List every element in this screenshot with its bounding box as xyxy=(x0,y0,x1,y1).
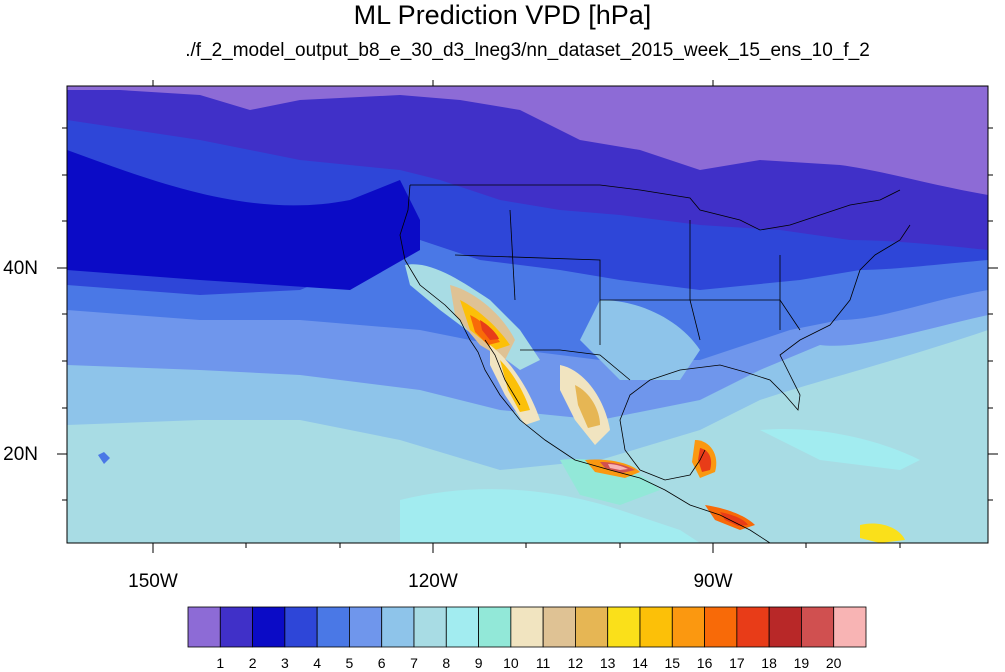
colorbar-box xyxy=(736,606,770,648)
colorbar-tick-label: 7 xyxy=(410,655,418,671)
colorbar-box xyxy=(607,606,641,648)
colorbar-tick-label: 15 xyxy=(664,655,681,671)
lat-label-20n: 20N xyxy=(3,444,38,465)
colorbar-box xyxy=(542,606,576,648)
colorbar-box xyxy=(316,606,350,648)
colorbar-tick-label: 18 xyxy=(761,655,777,671)
colorbar-box xyxy=(413,606,447,648)
colorbar-box xyxy=(219,606,253,648)
colorbar-box xyxy=(671,606,705,648)
axis-ticks xyxy=(57,80,998,553)
colorbar-box xyxy=(187,606,221,648)
colorbar-tick-label: 16 xyxy=(696,655,713,671)
colorbar-tick-label: 17 xyxy=(729,655,745,671)
colorbar xyxy=(187,606,867,648)
map-title: ML Prediction VPD [hPa] xyxy=(353,0,652,30)
coastlines xyxy=(399,184,911,543)
colorbar-box xyxy=(252,606,286,648)
colorbar-box xyxy=(768,606,802,648)
colorbar-tick-label: 10 xyxy=(503,655,519,671)
colorbar-box xyxy=(349,606,383,648)
minor-ticks xyxy=(62,127,993,548)
colorbar-tick-label: 8 xyxy=(442,655,451,671)
colorbar-tick-label: 11 xyxy=(535,655,551,671)
colorbar-tick-label: 5 xyxy=(345,655,354,671)
lon-label-90w: 90W xyxy=(693,571,733,592)
colorbar-box xyxy=(510,606,544,648)
colorbar-box xyxy=(575,606,609,648)
colorbar-tick-label: 20 xyxy=(825,655,842,671)
colorbar-box xyxy=(284,606,318,648)
colorbar-tick-label: 13 xyxy=(599,655,616,671)
lon-label-150w: 150W xyxy=(128,571,178,592)
vpd-field xyxy=(67,86,988,543)
colorbar-box xyxy=(381,606,415,648)
colorbar-tick-label: 12 xyxy=(567,655,584,671)
colorbar-box xyxy=(833,606,867,648)
colorbar-box xyxy=(639,606,673,648)
colorbar-box xyxy=(478,606,512,648)
lon-label-120w: 120W xyxy=(408,571,458,592)
lat-label-40n: 40N xyxy=(3,258,38,279)
colorbar-tick-label: 9 xyxy=(474,655,483,671)
colorbar-tick-label: 2 xyxy=(248,655,257,671)
colorbar-box xyxy=(704,606,738,648)
colorbar-tick-label: 19 xyxy=(793,655,810,671)
map-subtitle: ./f_2_model_output_b8_e_30_d3_lneg3/nn_d… xyxy=(185,40,870,61)
colorbar-tick-label: 6 xyxy=(377,655,386,671)
colorbar-tick-label: 1 xyxy=(216,655,225,671)
colorbar-box xyxy=(445,606,479,648)
colorbar-box xyxy=(801,606,835,648)
colorbar-tick-label: 3 xyxy=(280,655,289,671)
colorbar-tick-label: 4 xyxy=(313,655,321,671)
colorbar-tick-label: 14 xyxy=(632,655,648,671)
